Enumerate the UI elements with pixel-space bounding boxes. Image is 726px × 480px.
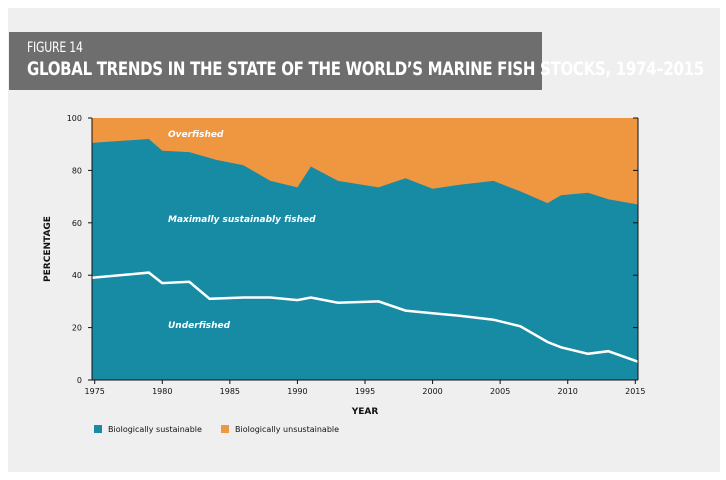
y-tick-label: 40 [72, 271, 82, 280]
y-tick-label: 60 [72, 219, 82, 228]
legend-label-unsustainable: Biologically unsustainable [235, 425, 339, 434]
figure-header: FIGURE 14 GLOBAL TRENDS IN THE STATE OF … [9, 32, 704, 90]
label-overfished: Overfished [168, 130, 224, 140]
area-sustainable [92, 139, 638, 380]
y-tick-label: 20 [72, 324, 82, 333]
x-tick-label: 1975 [85, 387, 105, 396]
label-underfished: Underfished [168, 321, 231, 331]
figure-title: GLOBAL TRENDS IN THE STATE OF THE WORLD’… [27, 58, 704, 80]
x-tick-label: 2015 [625, 387, 645, 396]
x-tick-label: 2000 [422, 387, 442, 396]
legend: Biologically sustainable Biologically un… [94, 425, 339, 434]
x-tick-label: 1990 [287, 387, 307, 396]
x-tick-label: 1985 [220, 387, 240, 396]
underfished-line [91, 271, 639, 363]
legend-label-sustainable: Biologically sustainable [108, 425, 202, 434]
x-axis-title: YEAR [351, 407, 379, 417]
axes: 0 20 40 60 80 100 1975 1980 1985 1990 1995 2000 2005… [67, 114, 646, 396]
legend-swatch-unsustainable [221, 425, 229, 433]
x-tick-label: 1995 [355, 387, 375, 396]
x-tick-label: 1980 [152, 387, 172, 396]
x-tick-label: 2005 [490, 387, 510, 396]
figure-number: FIGURE 14 [27, 40, 83, 56]
y-tick-label: 100 [67, 114, 82, 123]
y-tick-label: 80 [72, 166, 82, 175]
label-maximally-sustainably-fished: Maximally sustainably fished [168, 215, 316, 225]
x-tick-label: 2010 [558, 387, 578, 396]
y-axis-title: PERCENTAGE [43, 216, 53, 282]
y-tick-label: 0 [77, 376, 82, 385]
legend-swatch-sustainable [94, 425, 102, 433]
